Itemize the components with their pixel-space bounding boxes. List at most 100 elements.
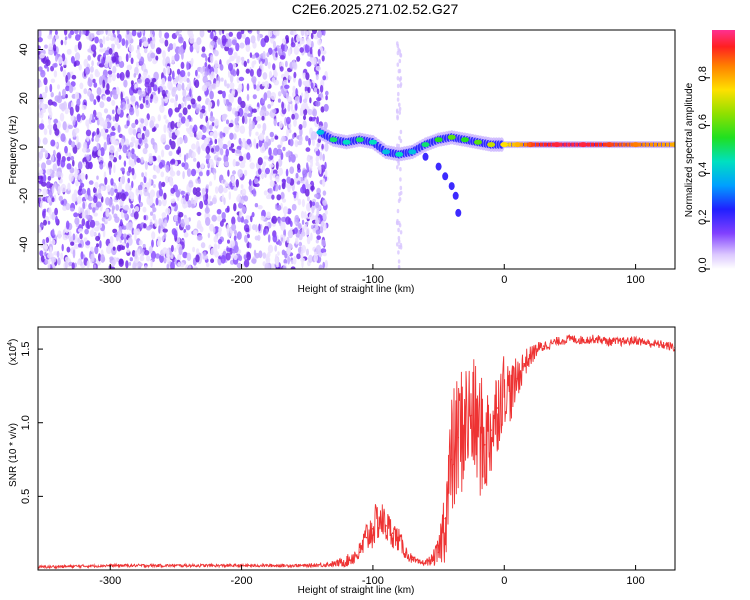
track-line-segment [665,142,669,147]
noise-speckle [213,243,218,249]
noise-speckle [246,152,251,161]
noise-speckle [115,150,119,158]
branch-point [448,182,455,191]
noise-speckle [90,44,97,52]
noise-speckle [289,166,295,174]
noise-streak [396,62,400,67]
noise-speckle [272,169,278,175]
noise-speckle [295,88,298,97]
noise-speckle [179,152,182,158]
noise-speckle [165,119,169,124]
noise-speckle [287,247,291,257]
noise-speckle [84,228,89,235]
noise-speckle [310,232,313,241]
track-line-segment [646,142,650,147]
noise-speckle [273,79,280,86]
noise-speckle [161,235,165,242]
noise-speckle [320,248,327,254]
noise-speckle [51,228,55,237]
noise-speckle [265,167,270,175]
noise-streak [399,230,403,235]
noise-speckle [171,88,176,97]
snr-data-point [523,363,525,365]
noise-speckle [137,30,142,38]
noise-speckle [272,108,277,114]
noise-speckle [98,253,101,262]
noise-speckle [74,52,81,61]
noise-speckle [288,129,292,134]
noise-speckle [253,84,257,90]
track-line-segment [531,142,535,147]
noise-speckle [121,245,125,250]
noise-speckle [44,85,48,94]
track-line-segment [555,142,559,147]
noise-speckle [245,215,251,221]
figure-title: C2E6.2025.271.02.52.G27 [292,1,459,17]
noise-speckle [116,234,119,242]
noise-speckle [281,178,286,183]
noise-speckle [259,132,265,141]
noise-speckle [276,108,279,114]
noise-speckle [298,135,303,144]
noise-streak [399,185,403,191]
noise-streak [396,242,399,247]
noise-speckle [265,135,269,143]
track-point [395,151,404,157]
x-tick-label: -200 [231,274,253,286]
noise-speckle [128,261,132,266]
noise-speckle [70,207,75,212]
noise-speckle [275,266,281,269]
noise-speckle [182,107,188,116]
noise-speckle [322,190,327,196]
noise-speckle [228,31,233,37]
noise-speckle [302,72,307,80]
noise-speckle [127,115,131,122]
noise-speckle [292,133,295,140]
noise-speckle [153,126,157,132]
noise-speckle [236,55,241,63]
noise-speckle [86,122,90,130]
noise-speckle [65,203,71,211]
noise-speckle [297,198,302,206]
spectrogram-marks [38,30,675,269]
noise-speckle [277,251,280,256]
noise-speckle [206,169,210,177]
noise-speckle [257,234,261,241]
noise-speckle [256,106,259,112]
noise-speckle [65,220,70,230]
snr-data-point [431,558,433,561]
noise-speckle [98,38,103,45]
track-line-segment [630,142,634,147]
track-point [487,142,496,148]
noise-speckle [48,207,52,216]
noise-streak [399,167,402,172]
noise-speckle [291,59,296,69]
noise-speckle [300,30,305,36]
noise-speckle [234,124,240,133]
noise-speckle [301,199,305,208]
noise-speckle [191,143,196,150]
track-point [474,139,482,145]
noise-speckle [201,53,207,58]
noise-speckle [178,211,184,218]
noise-speckle [62,88,66,98]
track-line-segment [539,142,543,147]
noise-speckle [286,116,291,125]
noise-speckle [210,54,214,64]
noise-speckle [57,185,62,195]
noise-speckle [181,162,185,168]
noise-speckle [70,114,75,122]
noise-speckle [74,217,80,225]
noise-speckle [307,86,311,94]
noise-speckle [249,162,255,170]
noise-speckle [143,47,148,54]
noise-speckle [240,184,244,189]
noise-speckle [105,89,111,95]
noise-speckle [303,108,308,116]
noise-speckle [116,30,120,36]
noise-speckle [123,160,127,167]
noise-speckle [322,178,326,187]
noise-speckle [77,174,81,181]
noise-speckle [290,266,296,269]
x-tick-label: -100 [362,575,384,587]
